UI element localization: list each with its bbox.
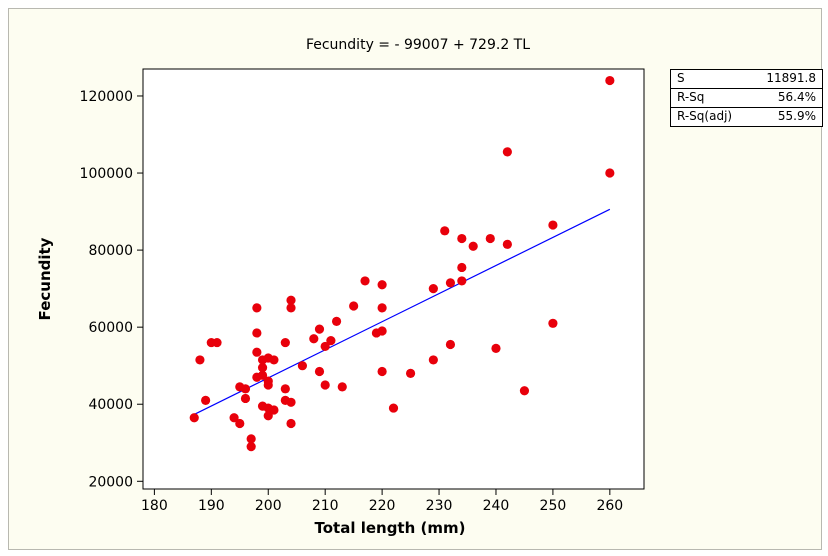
stats-value: 55.9% — [777, 109, 816, 123]
stats-row-r-sq: R-Sq 56.4% — [671, 88, 822, 107]
data-point — [457, 276, 467, 286]
y-axis: 20000 40000 60000 80000 100000 120000 — [80, 89, 143, 490]
data-point — [320, 380, 330, 390]
data-point — [252, 328, 262, 338]
y-tick-label: 60000 — [88, 320, 133, 336]
data-point — [457, 262, 467, 273]
data-point — [314, 366, 325, 377]
data-point — [280, 384, 290, 394]
data-point — [377, 280, 387, 290]
data-point — [195, 355, 205, 365]
data-point — [519, 386, 530, 396]
data-point — [252, 347, 262, 357]
plot-area — [142, 68, 645, 490]
data-points — [189, 75, 615, 452]
data-point — [377, 326, 387, 336]
x-tick-label: 200 — [255, 498, 282, 514]
y-tick-label: 100000 — [80, 166, 133, 182]
y-tick-label: 20000 — [88, 474, 133, 490]
data-point — [201, 395, 211, 405]
stats-label: R-Sq — [677, 90, 705, 104]
data-point — [280, 337, 290, 348]
regression-line-group — [193, 208, 611, 415]
data-point — [212, 337, 222, 348]
data-point — [445, 339, 456, 350]
data-point — [252, 303, 262, 313]
data-point — [377, 366, 387, 377]
x-tick-label: 210 — [312, 498, 339, 514]
x-tick-label: 220 — [369, 498, 396, 514]
data-point — [428, 284, 438, 294]
data-point — [331, 316, 342, 326]
data-point — [246, 442, 256, 452]
data-point — [269, 355, 279, 365]
data-point — [605, 168, 615, 178]
data-point — [229, 413, 239, 423]
stats-row-r-sq-adj: R-Sq(adj) 55.9% — [671, 107, 822, 126]
data-point — [405, 368, 416, 379]
data-point — [428, 355, 438, 365]
data-point — [468, 241, 478, 251]
y-tick-label: 120000 — [80, 89, 133, 105]
data-point — [246, 434, 256, 444]
data-point — [263, 380, 273, 390]
data-point — [360, 276, 370, 286]
data-point — [257, 363, 268, 373]
data-point — [286, 303, 296, 313]
data-point — [502, 147, 512, 157]
data-point — [257, 370, 268, 380]
data-point — [240, 384, 251, 394]
data-point — [377, 303, 387, 313]
stats-value: 11891.8 — [766, 71, 816, 85]
data-point — [269, 405, 279, 415]
stats-value: 56.4% — [777, 90, 816, 104]
stats-label: S — [677, 71, 685, 85]
x-axis: 180 190 200 210 220 230 240 250 260 — [141, 489, 623, 514]
y-axis-label: Fecundity — [36, 237, 54, 320]
data-point — [548, 220, 558, 230]
x-tick-label: 180 — [141, 498, 168, 514]
data-point — [286, 397, 296, 407]
data-point — [297, 361, 308, 371]
regression-stats-box: S 11891.8 R-Sq 56.4% R-Sq(adj) 55.9% — [670, 69, 823, 127]
x-tick-label: 190 — [198, 498, 225, 514]
x-tick-label: 260 — [596, 498, 623, 514]
x-axis-label: Total length (mm) — [315, 519, 466, 537]
data-point — [263, 411, 273, 421]
data-point — [491, 343, 501, 353]
data-point — [440, 226, 450, 236]
data-point — [326, 336, 336, 346]
data-point — [286, 295, 296, 305]
data-point — [320, 341, 330, 352]
data-point — [349, 301, 359, 311]
data-point — [445, 278, 456, 288]
stats-label: R-Sq(adj) — [677, 109, 733, 123]
data-point — [337, 382, 347, 392]
data-point — [309, 334, 319, 344]
data-point — [502, 239, 512, 249]
data-point — [548, 318, 558, 328]
data-point — [235, 418, 245, 429]
data-point — [457, 233, 467, 244]
data-point — [314, 324, 325, 334]
data-point — [485, 233, 495, 244]
y-tick-label: 80000 — [88, 243, 133, 259]
y-tick-label: 40000 — [88, 397, 133, 413]
data-point — [388, 403, 399, 413]
chart-title: Fecundity = - 99007 + 729.2 TL — [306, 37, 530, 53]
x-tick-label: 240 — [483, 498, 510, 514]
x-tick-label: 250 — [540, 498, 567, 514]
data-point — [605, 75, 615, 86]
data-point — [286, 418, 296, 429]
data-point — [240, 393, 251, 404]
regression-line — [193, 208, 611, 415]
data-point — [189, 413, 199, 423]
x-tick-label: 230 — [426, 498, 453, 514]
stats-row-s: S 11891.8 — [671, 70, 822, 88]
